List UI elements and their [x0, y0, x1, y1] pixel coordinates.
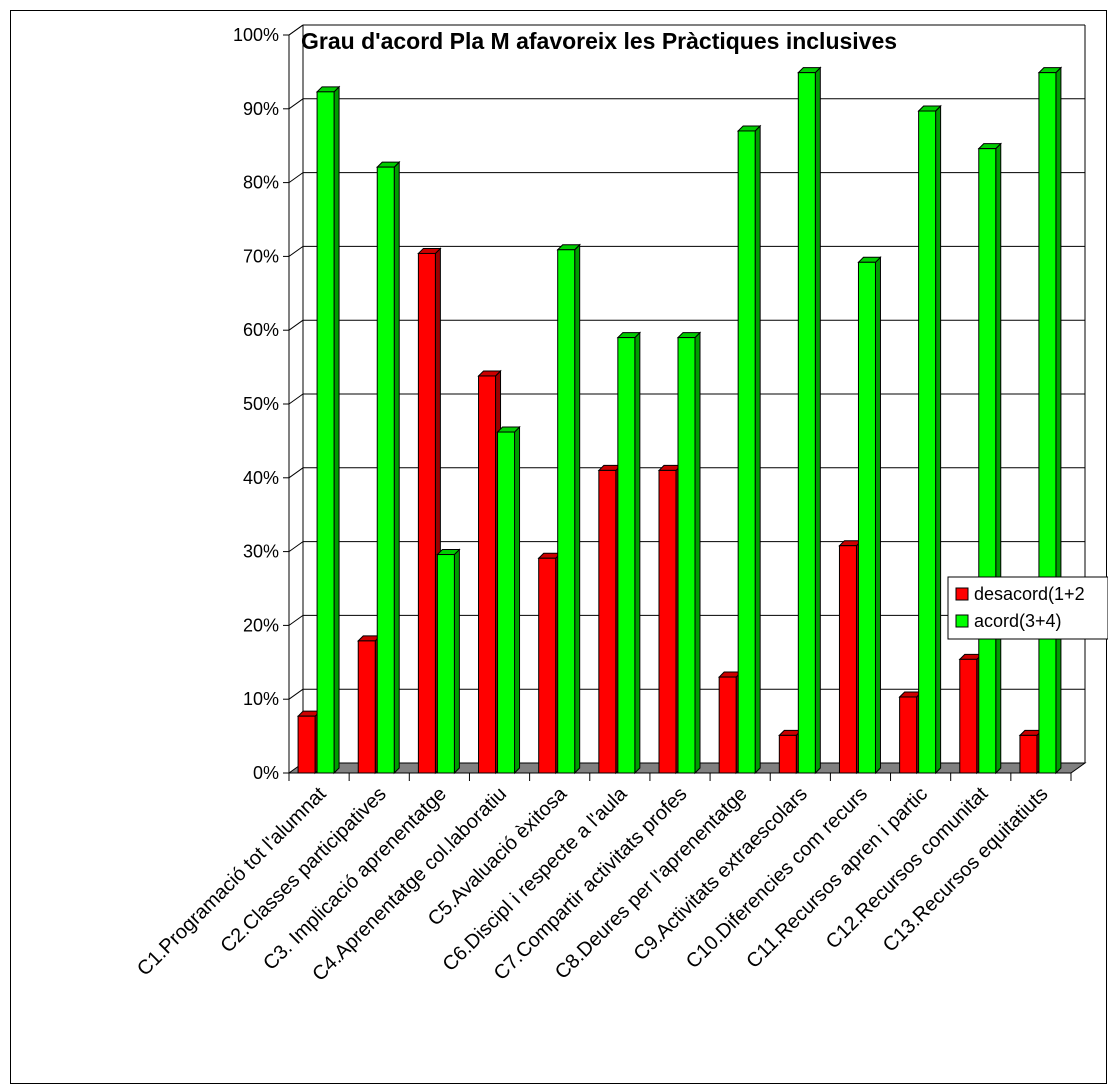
bar-side	[814, 66, 821, 775]
bar-front	[1019, 734, 1038, 774]
bar-front	[557, 249, 576, 774]
y-tick-label: 30%	[243, 542, 279, 562]
gridline-diag	[288, 98, 304, 110]
bar	[736, 124, 762, 775]
gridline-diag	[288, 541, 304, 553]
y-tick-label: 10%	[243, 689, 279, 709]
y-tick-label: 100%	[233, 25, 279, 45]
bar	[376, 160, 401, 775]
bar	[315, 85, 341, 775]
bar-front	[376, 166, 395, 774]
bar-side	[453, 548, 460, 775]
bar-front	[737, 130, 756, 774]
y-tick-label: 20%	[243, 615, 279, 635]
bar-chart: 0% 10% 20% 30% 40% 50% 60% 70% 80% 90% 100% C1.Pro…	[133, 24, 1108, 986]
y-tick-label: 50%	[243, 394, 279, 414]
bar-front	[538, 557, 557, 774]
bar-side	[995, 142, 1002, 775]
bar-front	[658, 469, 677, 774]
bar-front	[316, 91, 335, 774]
bar-side	[514, 425, 521, 775]
gridline-diag	[288, 688, 304, 700]
y-tick-label: 80%	[243, 173, 279, 193]
bar-front	[978, 148, 997, 774]
y-tick-label: 90%	[243, 99, 279, 119]
chart-title: Grau d'acord Pla M afavoreix les Pràctiq…	[301, 28, 897, 54]
bar-front	[417, 252, 436, 774]
bar	[857, 256, 882, 775]
gridline-diag	[288, 172, 304, 184]
bar	[556, 243, 581, 775]
bars	[296, 66, 1063, 775]
gridline-diag	[288, 393, 304, 405]
gridline-diag	[288, 319, 304, 331]
chart-frame: 0% 10% 20% 30% 40% 50% 60% 70% 80% 90% 100% C1.Pro…	[10, 10, 1108, 1084]
legend-box	[947, 576, 1108, 640]
y-axis-top	[288, 24, 304, 36]
bar-front	[478, 375, 497, 774]
bar-front	[297, 715, 316, 774]
y-tick-label: 60%	[243, 320, 279, 340]
bar-front	[778, 734, 797, 774]
gridline-diag	[288, 245, 304, 257]
bar	[1037, 66, 1063, 775]
bar-side	[1055, 66, 1062, 775]
bar	[616, 331, 642, 775]
y-tick-labels: 0% 10% 20% 30% 40% 50% 60% 70% 80% 90% 100%	[233, 25, 279, 783]
bar-side	[574, 243, 581, 775]
bar	[676, 331, 702, 775]
bar-front	[436, 554, 455, 774]
y-tick-label: 70%	[243, 246, 279, 266]
bar-side	[754, 124, 761, 775]
bar-front	[677, 337, 696, 774]
bar-front	[1038, 72, 1057, 774]
bar-front	[497, 431, 516, 774]
gridline-diag	[288, 467, 304, 479]
bar-front	[838, 545, 857, 774]
bar	[917, 104, 942, 775]
bar-side	[935, 104, 942, 775]
bar-side	[634, 331, 641, 775]
bar	[797, 66, 822, 775]
bar-front	[357, 640, 376, 774]
bar-front	[797, 72, 816, 774]
legend: desacord(1+2 acord(3+4)	[947, 576, 1108, 640]
bar-front	[918, 110, 937, 774]
bar-front	[899, 696, 918, 774]
bar-side	[694, 331, 701, 775]
bar-side	[393, 160, 400, 775]
bar-front	[718, 676, 737, 774]
legend-label: desacord(1+2	[974, 584, 1085, 604]
bar-front	[959, 658, 978, 774]
legend-label: acord(3+4)	[974, 611, 1062, 631]
bar	[977, 142, 1002, 775]
bar-front	[617, 337, 636, 774]
bar	[436, 548, 461, 775]
bar-front	[857, 261, 876, 774]
legend-swatch	[955, 614, 969, 628]
bar-side	[874, 256, 881, 775]
gridline-diag	[288, 614, 304, 626]
bar-side	[333, 85, 340, 775]
y-tick-label: 0%	[253, 763, 279, 783]
bar	[496, 425, 521, 775]
y-tick-label: 40%	[243, 468, 279, 488]
legend-swatch	[955, 587, 969, 601]
bar-front	[598, 469, 617, 774]
